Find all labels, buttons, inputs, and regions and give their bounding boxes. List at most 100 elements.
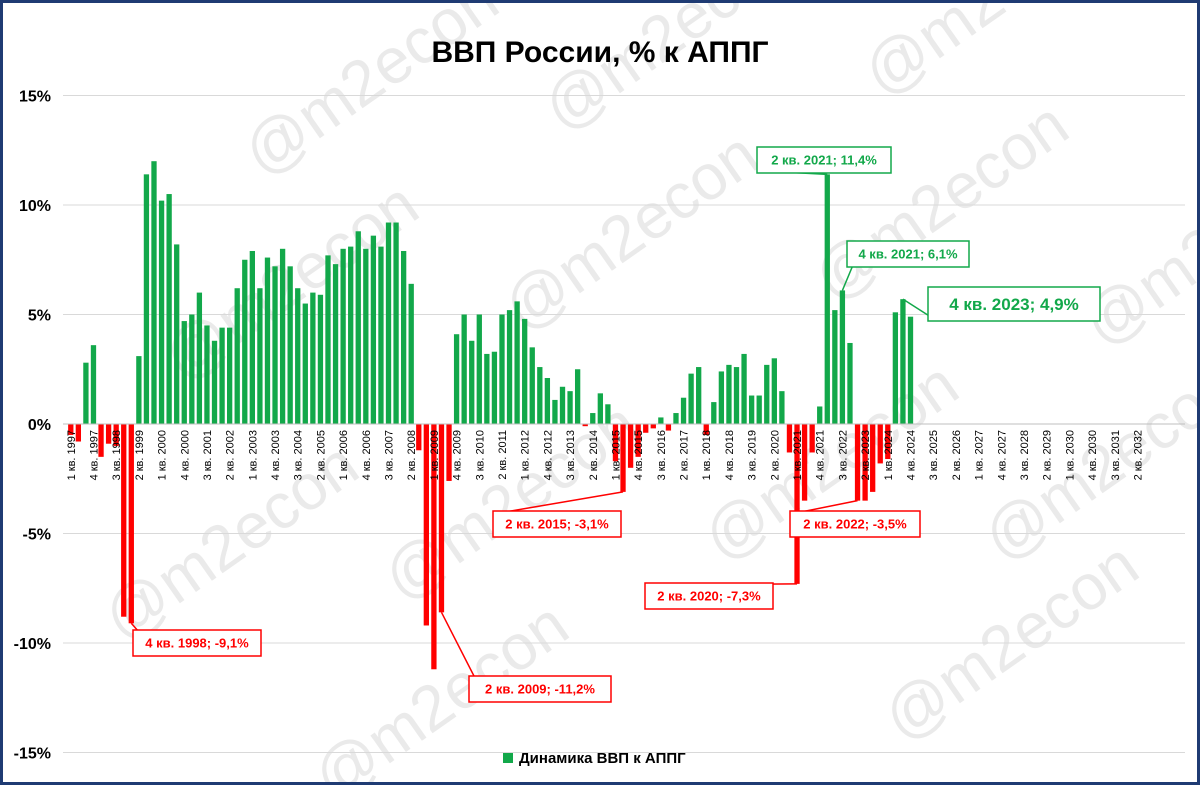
chart-bar: [431, 424, 437, 670]
chart-bar: [786, 424, 793, 453]
legend-swatch: [503, 753, 513, 763]
annotation-label: 2 кв. 2021; 11,4%: [771, 153, 877, 168]
x-tick-label: 1 кв. 2030: [1064, 430, 1076, 480]
annotation-box: [492, 510, 622, 538]
x-tick-label: 3 кв. 2022: [837, 430, 849, 480]
y-tick-label: 5%: [28, 308, 51, 325]
chart-bar: [211, 340, 218, 424]
x-tick-label: 2 кв. 2002: [225, 430, 237, 480]
chart-bar: [242, 259, 248, 424]
legend-label: Динамика ВВП к АППГ: [519, 750, 686, 767]
chart-bar: [378, 246, 384, 424]
chart-bar: [544, 378, 551, 424]
x-tick-label: 4 кв. 2009: [452, 430, 464, 480]
chart-bar: [499, 314, 505, 424]
chart-bar: [711, 402, 717, 424]
chart-bar: [627, 424, 634, 468]
watermark-text: @m2econ: [490, 118, 771, 345]
chart-bar: [635, 424, 641, 457]
chart-bar: [726, 364, 732, 424]
chart-bar: [817, 406, 823, 424]
chart-bar: [612, 424, 619, 462]
x-tick-label: 3 кв. 2016: [656, 430, 668, 480]
chart-bar: [340, 248, 346, 424]
chart-bar: [226, 327, 233, 424]
x-tick-label: 3 кв. 2031: [1110, 430, 1122, 480]
x-tick-label: 1 кв. 2027: [974, 430, 986, 480]
chart-bar: [824, 174, 830, 424]
chart-bar: [900, 299, 906, 424]
x-tick-label: 2 кв. 1999: [134, 430, 146, 480]
x-tick-label: 4 кв. 2015: [633, 430, 645, 480]
chart-bar: [696, 367, 702, 424]
chart-bar: [438, 424, 445, 613]
chart-bar: [128, 424, 134, 624]
chart-bar: [665, 424, 672, 431]
annotation-label: 4 кв. 1998; -9,1%: [145, 636, 249, 651]
chart-canvas: @m2econ @m2econ@m2econ @m2econ@m2econ@m2ec…: [14, 3, 1197, 782]
chart-bar: [559, 386, 566, 424]
chart-bar: [469, 340, 475, 424]
chart-bar: [839, 290, 846, 424]
chart-bar: [393, 222, 399, 424]
annotation-box: [756, 146, 892, 174]
chart-bar: [310, 292, 316, 424]
chart-bar: [295, 288, 301, 424]
watermark-text: @m2econ: [230, 3, 511, 189]
chart-bar: [264, 257, 271, 424]
x-tick-label: 1 кв. 2018: [701, 430, 713, 480]
x-tick-label: 1 кв. 2015: [610, 430, 622, 480]
x-tick-label: 2 кв. 2014: [588, 430, 600, 480]
x-tick-label: 3 кв. 2010: [474, 430, 486, 480]
chart-bar: [385, 222, 392, 424]
chart-bar: [688, 373, 694, 424]
x-tick-label: 4 кв. 2012: [542, 430, 554, 480]
chart-bar: [484, 353, 490, 424]
chart-bar: [90, 345, 97, 424]
chart-bar: [272, 266, 278, 424]
x-tick-label: 2 кв. 2032: [1132, 430, 1144, 480]
chart-bar: [423, 424, 429, 626]
chart-bar: [348, 246, 354, 424]
x-tick-label: 4 кв. 2021: [815, 430, 827, 480]
chart-bar: [204, 325, 210, 424]
chart-bar: [529, 347, 535, 424]
watermark-text: @m2econ: [800, 88, 1081, 315]
x-tick-label: 1 кв. 2009: [429, 430, 441, 480]
chart-bar: [847, 342, 853, 424]
chart-bar: [877, 424, 883, 464]
annotation-label: 4 кв. 2023; 4,9%: [949, 295, 1079, 314]
chart-bar: [764, 364, 770, 424]
annotation-box: [927, 286, 1101, 322]
x-tick-label: 3 кв. 2007: [384, 430, 396, 480]
annotation-box: [846, 240, 970, 268]
chart-bar: [151, 161, 157, 424]
chart-bar: [355, 231, 361, 424]
chart-bar: [718, 371, 725, 424]
chart-bar: [703, 424, 709, 435]
chart-bar: [461, 314, 467, 424]
chart-bar: [514, 301, 520, 424]
annotation-box: [468, 675, 612, 703]
chart-bar: [166, 194, 172, 424]
y-tick-label: -15%: [14, 746, 51, 763]
chart-bar: [83, 362, 89, 424]
annotation-box: [789, 510, 921, 538]
x-tick-label: 3 кв. 1998: [111, 430, 123, 480]
chart-bar: [832, 310, 838, 424]
x-tick-label: 2 кв. 2023: [860, 430, 872, 480]
chart-bar: [794, 424, 800, 584]
chart-bar: [552, 399, 558, 424]
y-tick-label: -10%: [14, 636, 51, 653]
chart-bar: [287, 266, 293, 424]
chart-bar: [234, 288, 240, 424]
x-tick-label: 2 кв. 2017: [679, 430, 691, 480]
chart-title: ВВП России, % к АППГ: [431, 36, 768, 69]
chart-bar: [771, 358, 777, 424]
x-tick-label: 1 кв. 2006: [338, 430, 350, 480]
chart-bar: [189, 314, 195, 424]
chart-bar: [506, 310, 513, 424]
x-tick-label: 3 кв. 2025: [928, 430, 940, 480]
chart-bar: [408, 283, 414, 424]
annotation-label: 4 кв. 2021; 6,1%: [858, 247, 957, 262]
